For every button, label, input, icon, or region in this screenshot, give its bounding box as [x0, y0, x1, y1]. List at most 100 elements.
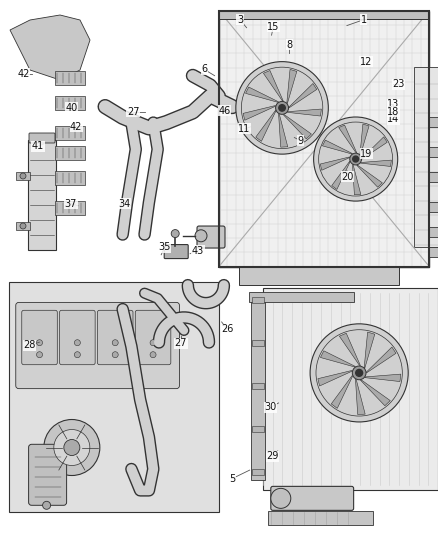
- Text: 29: 29: [266, 451, 279, 461]
- Text: 37: 37: [65, 199, 77, 208]
- Bar: [252, 383, 264, 389]
- Circle shape: [74, 340, 80, 346]
- Text: 8: 8: [286, 40, 292, 50]
- Text: 9: 9: [297, 136, 304, 146]
- Bar: [28, 140, 56, 250]
- Polygon shape: [331, 375, 353, 408]
- Text: 13: 13: [387, 100, 399, 109]
- Text: 23: 23: [392, 79, 405, 89]
- Polygon shape: [339, 333, 360, 366]
- Polygon shape: [339, 125, 357, 153]
- Text: 43: 43: [192, 246, 204, 255]
- Text: 35: 35: [159, 243, 171, 252]
- Circle shape: [20, 173, 26, 179]
- Text: 34: 34: [118, 199, 131, 208]
- Text: 6: 6: [201, 64, 207, 74]
- Circle shape: [20, 223, 26, 229]
- Polygon shape: [318, 370, 352, 386]
- Text: 20: 20: [342, 172, 354, 182]
- Circle shape: [276, 101, 289, 115]
- Circle shape: [236, 62, 328, 154]
- Bar: [263, 288, 438, 490]
- Circle shape: [350, 153, 361, 165]
- FancyBboxPatch shape: [22, 310, 57, 365]
- Circle shape: [353, 156, 359, 162]
- Polygon shape: [322, 140, 353, 154]
- Circle shape: [171, 230, 179, 238]
- FancyBboxPatch shape: [271, 486, 353, 511]
- FancyBboxPatch shape: [16, 302, 180, 389]
- Bar: [16, 222, 30, 230]
- Bar: [55, 96, 85, 110]
- Text: 28: 28: [24, 341, 36, 350]
- Bar: [252, 297, 264, 303]
- Bar: [429, 147, 438, 157]
- Bar: [219, 11, 429, 266]
- FancyBboxPatch shape: [164, 245, 188, 259]
- FancyBboxPatch shape: [197, 226, 225, 248]
- FancyBboxPatch shape: [135, 310, 171, 365]
- Text: 18: 18: [387, 107, 399, 117]
- Bar: [429, 117, 438, 126]
- FancyBboxPatch shape: [60, 310, 95, 365]
- Text: 3: 3: [237, 15, 243, 25]
- Text: 26: 26: [221, 325, 233, 334]
- Bar: [268, 511, 373, 526]
- Bar: [55, 146, 85, 160]
- Circle shape: [150, 352, 156, 358]
- Text: 15: 15: [267, 22, 279, 31]
- Text: 11: 11: [238, 124, 251, 134]
- Bar: [249, 292, 354, 302]
- Circle shape: [74, 352, 80, 358]
- Bar: [239, 266, 399, 285]
- Polygon shape: [365, 374, 401, 382]
- Text: 46: 46: [219, 106, 231, 116]
- FancyBboxPatch shape: [97, 310, 133, 365]
- Polygon shape: [243, 106, 276, 120]
- Text: 40: 40: [66, 103, 78, 112]
- FancyBboxPatch shape: [29, 133, 55, 143]
- Polygon shape: [360, 124, 369, 155]
- Bar: [429, 246, 438, 256]
- Bar: [55, 126, 85, 140]
- Circle shape: [279, 104, 285, 111]
- Text: 27: 27: [127, 107, 139, 117]
- Polygon shape: [289, 84, 317, 108]
- FancyBboxPatch shape: [28, 445, 67, 505]
- Bar: [429, 227, 438, 237]
- Text: 42: 42: [70, 122, 82, 132]
- Polygon shape: [283, 115, 311, 139]
- Bar: [55, 201, 85, 215]
- Circle shape: [314, 117, 398, 201]
- Text: 5: 5: [229, 474, 235, 483]
- Text: 41: 41: [32, 141, 44, 151]
- Circle shape: [310, 324, 408, 422]
- Circle shape: [150, 340, 156, 346]
- Polygon shape: [353, 165, 361, 195]
- Bar: [252, 426, 264, 432]
- Text: 12: 12: [360, 57, 372, 67]
- Text: 1: 1: [360, 15, 367, 25]
- Bar: [55, 71, 85, 85]
- Polygon shape: [279, 114, 288, 147]
- Circle shape: [44, 419, 100, 475]
- Text: 42: 42: [18, 69, 30, 78]
- Polygon shape: [320, 157, 350, 170]
- Bar: [252, 340, 264, 346]
- Circle shape: [36, 340, 42, 346]
- Bar: [55, 171, 85, 185]
- Circle shape: [352, 366, 366, 379]
- Circle shape: [36, 352, 42, 358]
- Bar: [16, 172, 30, 180]
- Bar: [219, 11, 429, 266]
- Polygon shape: [287, 109, 321, 116]
- Bar: [251, 298, 265, 480]
- Polygon shape: [364, 332, 375, 368]
- Circle shape: [112, 340, 118, 346]
- Text: 27: 27: [175, 338, 187, 348]
- Circle shape: [54, 430, 90, 465]
- Text: 19: 19: [360, 149, 372, 158]
- Circle shape: [42, 502, 51, 510]
- Bar: [429, 201, 438, 212]
- Polygon shape: [332, 161, 350, 189]
